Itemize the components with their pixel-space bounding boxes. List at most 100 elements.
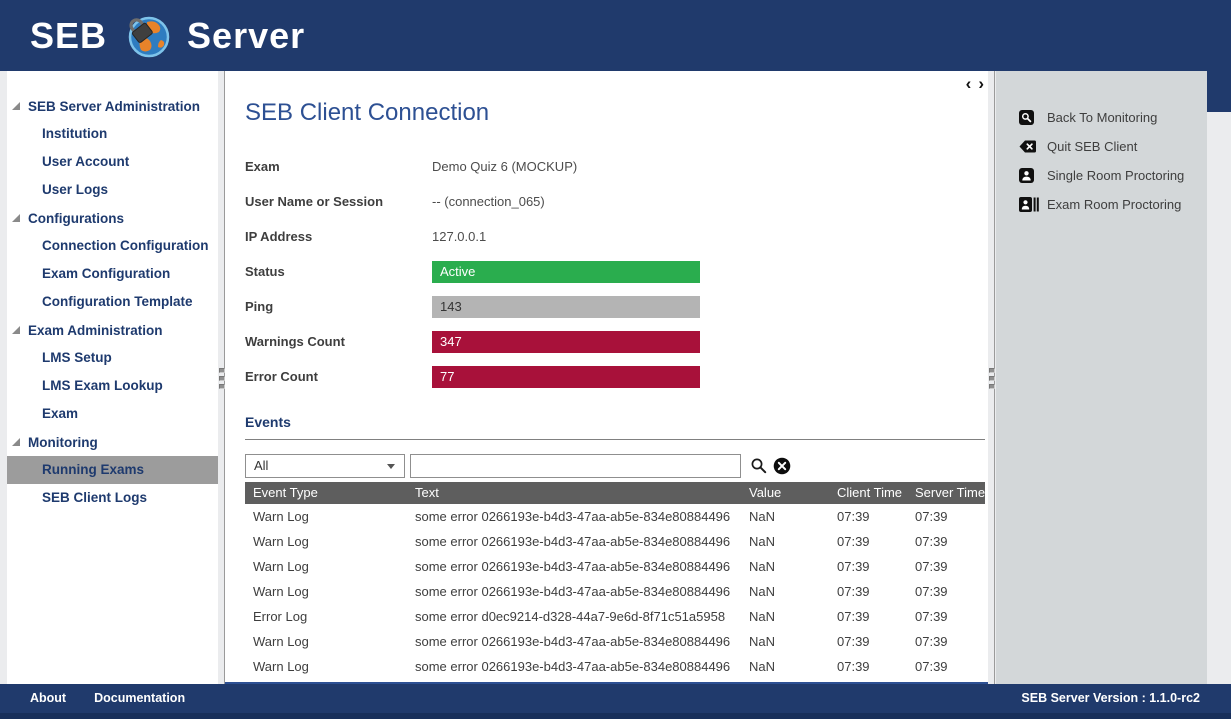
action-label: Back To Monitoring bbox=[1047, 110, 1158, 125]
cell-value: NaN bbox=[749, 584, 776, 599]
field-row-status: Status Active bbox=[245, 254, 985, 289]
cell-event-type: Warn Log bbox=[253, 584, 309, 599]
events-search-input[interactable] bbox=[410, 454, 741, 478]
column-header-event-type[interactable]: Event Type bbox=[253, 485, 318, 500]
cell-text: some error 0266193e-b4d3-47aa-ab5e-834e8… bbox=[415, 534, 731, 549]
sidebar-item-user-account[interactable]: User Account bbox=[42, 154, 130, 169]
field-row-user-session: User Name or Session -- (connection_065) bbox=[245, 184, 985, 219]
brand-server: Server bbox=[187, 14, 306, 56]
collapse-triangle-icon bbox=[12, 214, 20, 222]
scroll-left-icon[interactable]: ‹ bbox=[965, 74, 972, 93]
collapse-triangle-icon bbox=[12, 438, 20, 446]
single-room-proctoring-button[interactable]: Single Room Proctoring bbox=[996, 161, 1207, 190]
event-type-select[interactable]: All bbox=[245, 454, 405, 478]
header-corner-strip bbox=[1207, 71, 1231, 112]
brand-seb: SEB bbox=[30, 14, 108, 56]
column-header-text[interactable]: Text bbox=[415, 485, 439, 500]
field-label: Warnings Count bbox=[245, 334, 345, 349]
collapse-triangle-icon bbox=[12, 326, 20, 334]
sidebar-item-institution[interactable]: Institution bbox=[42, 126, 108, 141]
actions-resize-handle[interactable] bbox=[989, 368, 995, 389]
status-badge: Active bbox=[432, 260, 700, 283]
cell-text: some error 0266193e-b4d3-47aa-ab5e-834e8… bbox=[415, 559, 731, 574]
cell-value: NaN bbox=[749, 659, 776, 674]
field-value: 127.0.0.1 bbox=[432, 229, 487, 244]
table-row[interactable]: Warn Log some error 0266193e-b4d3-47aa-a… bbox=[245, 629, 985, 654]
cell-event-type: Warn Log bbox=[253, 559, 309, 574]
sidebar-section-exam-administration[interactable]: Exam Administration bbox=[7, 316, 218, 344]
table-row[interactable]: Warn Log some error 0266193e-b4d3-47aa-a… bbox=[245, 529, 985, 554]
exam-room-proctoring-button[interactable]: Exam Room Proctoring bbox=[996, 190, 1207, 219]
sidebar-item-exam[interactable]: Exam bbox=[42, 406, 79, 421]
table-row[interactable]: Warn Log some error 0266193e-b4d3-47aa-a… bbox=[245, 554, 985, 579]
sidebar-item-exam-configuration[interactable]: Exam Configuration bbox=[42, 266, 171, 281]
scroll-right-icon[interactable]: › bbox=[978, 74, 984, 93]
cell-server-time: 07:39 bbox=[915, 634, 948, 649]
cell-client-time: 07:39 bbox=[837, 634, 870, 649]
back-to-monitoring-button[interactable]: Back To Monitoring bbox=[996, 103, 1207, 132]
field-row-error-count: Error Count 77 bbox=[245, 359, 985, 394]
sidebar-item-running-exams[interactable]: Running Exams bbox=[7, 456, 218, 484]
table-row[interactable]: Warn Log some error 0266193e-b4d3-47aa-a… bbox=[245, 654, 985, 679]
sidebar-section-label: Monitoring bbox=[28, 434, 98, 450]
cell-text: some error 0266193e-b4d3-47aa-ab5e-834e8… bbox=[415, 584, 731, 599]
table-row[interactable]: Warn Log some error 0266193e-b4d3-47aa-a… bbox=[245, 579, 985, 604]
exam-room-proctoring-icon bbox=[1018, 196, 1039, 213]
table-row[interactable]: Warn Log some error 0266193e-b4d3-47aa-a… bbox=[245, 504, 985, 529]
quit-seb-client-icon bbox=[1018, 138, 1039, 155]
cell-event-type: Warn Log bbox=[253, 509, 309, 524]
column-header-server-time[interactable]: Server Time bbox=[915, 485, 985, 500]
clear-search-icon[interactable] bbox=[773, 457, 791, 475]
field-label: IP Address bbox=[245, 229, 313, 244]
cell-value: NaN bbox=[749, 509, 776, 524]
connection-details: Exam Demo Quiz 6 (MOCKUP) User Name or S… bbox=[245, 149, 985, 394]
field-row-ping: Ping 143 bbox=[245, 289, 985, 324]
server-version-label: SEB Server Version : 1.1.0-rc2 bbox=[1021, 691, 1200, 705]
cell-value: NaN bbox=[749, 609, 776, 624]
quit-seb-client-button[interactable]: Quit SEB Client bbox=[996, 132, 1207, 161]
chevron-down-icon bbox=[387, 464, 395, 469]
cell-client-time: 07:39 bbox=[837, 609, 870, 624]
documentation-link[interactable]: Documentation bbox=[94, 691, 186, 705]
field-label: User Name or Session bbox=[245, 194, 384, 209]
cell-text: some error 0266193e-b4d3-47aa-ab5e-834e8… bbox=[415, 634, 731, 649]
sidebar-item-lms-setup[interactable]: LMS Setup bbox=[42, 350, 112, 365]
field-value: Demo Quiz 6 (MOCKUP) bbox=[432, 159, 578, 174]
cell-client-time: 07:39 bbox=[837, 509, 870, 524]
sidebar-item-seb-client-logs[interactable]: SEB Client Logs bbox=[42, 490, 148, 505]
cell-server-time: 07:39 bbox=[915, 609, 948, 624]
cell-client-time: 07:39 bbox=[837, 559, 870, 574]
sidebar-item-connection-configuration[interactable]: Connection Configuration bbox=[42, 238, 209, 253]
events-filter-bar: All bbox=[245, 454, 985, 478]
event-type-selected-value: All bbox=[254, 458, 269, 473]
sidebar-section-seb-server-administration[interactable]: SEB Server Administration bbox=[7, 92, 218, 120]
field-label: Exam bbox=[245, 159, 280, 174]
cell-value: NaN bbox=[749, 534, 776, 549]
sidebar-resize-handle[interactable] bbox=[219, 368, 225, 389]
cell-client-time: 07:39 bbox=[837, 534, 870, 549]
main-content-panel: ‹ › SEB Client Connection Exam Demo Quiz… bbox=[225, 71, 988, 684]
seb-globe-lock-logo-icon bbox=[125, 13, 171, 59]
cell-client-time: 07:39 bbox=[837, 659, 870, 674]
field-row-exam: Exam Demo Quiz 6 (MOCKUP) bbox=[245, 149, 985, 184]
navigation-sidebar: SEB Server Administration Institution Us… bbox=[7, 71, 218, 684]
column-header-value[interactable]: Value bbox=[749, 485, 782, 500]
footer-bottom-strip bbox=[0, 713, 1231, 719]
about-link[interactable]: About bbox=[30, 691, 67, 705]
search-icon[interactable] bbox=[750, 457, 768, 475]
events-section-heading: Events bbox=[245, 414, 291, 430]
sidebar-section-label: SEB Server Administration bbox=[28, 98, 201, 114]
sidebar-section-label: Exam Administration bbox=[28, 322, 163, 338]
cell-server-time: 07:39 bbox=[915, 584, 948, 599]
table-row[interactable]: Error Log some error d0ec9214-d328-44a7-… bbox=[245, 604, 985, 629]
sidebar-section-configurations[interactable]: Configurations bbox=[7, 204, 218, 232]
sidebar-item-lms-exam-lookup[interactable]: LMS Exam Lookup bbox=[42, 378, 163, 393]
column-header-client-time[interactable]: Client Time bbox=[837, 485, 903, 500]
sidebar-item-configuration-template[interactable]: Configuration Template bbox=[42, 294, 193, 309]
sidebar-section-monitoring[interactable]: Monitoring bbox=[7, 428, 218, 456]
action-label: Exam Room Proctoring bbox=[1047, 197, 1182, 212]
sidebar-item-user-logs[interactable]: User Logs bbox=[42, 182, 109, 197]
cell-event-type: Error Log bbox=[253, 609, 308, 624]
field-row-ip-address: IP Address 127.0.0.1 bbox=[245, 219, 985, 254]
cell-server-time: 07:39 bbox=[915, 659, 948, 674]
